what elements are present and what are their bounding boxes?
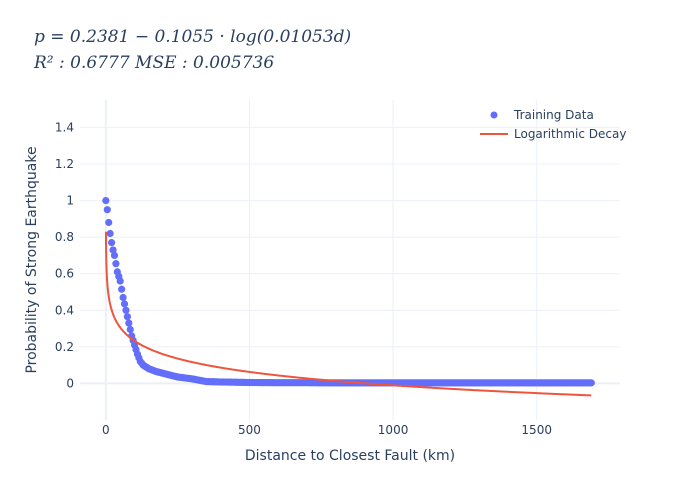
training-data-point xyxy=(119,293,127,302)
training-data-point xyxy=(126,325,134,334)
training-data-point xyxy=(122,306,130,314)
y-axis-title: Probability of Strong Earthquake xyxy=(24,146,40,373)
y-tick-label: 1.2 xyxy=(55,157,74,171)
y-tick-label: 0.4 xyxy=(55,303,74,317)
y-tick-label: 1 xyxy=(66,194,74,208)
x-axis-title: Distance to Closest Fault (km) xyxy=(245,448,455,464)
tick-labels: 0 0.2 0.4 0.6 0.8 1 1.2 1.4 0 500 1000 1500 xyxy=(55,120,552,437)
training-data-point xyxy=(125,319,133,327)
plot-area xyxy=(102,196,595,397)
training-data-point xyxy=(110,251,119,260)
training-data-point xyxy=(106,229,114,238)
y-tick-label: 1.4 xyxy=(55,120,74,134)
training-data-point xyxy=(109,246,117,254)
x-tick-label: 0 xyxy=(102,423,110,437)
x-tick-label: 1000 xyxy=(378,423,409,437)
training-data-point xyxy=(108,239,116,247)
legend-label-training: Training Data xyxy=(513,108,594,122)
legend-label-decay: Logarithmic Decay xyxy=(514,127,626,141)
title-line-equation: p = 0.2381 − 0.1055 · log(0.01053d) xyxy=(34,27,351,47)
y-tick-label: 0 xyxy=(66,376,74,390)
training-data-point xyxy=(102,196,110,205)
training-data-point xyxy=(587,379,595,387)
training-data-point xyxy=(105,218,113,227)
x-tick-label: 500 xyxy=(238,423,261,437)
y-tick-label: 0.2 xyxy=(55,340,74,354)
training-data-point xyxy=(103,206,111,214)
training-data-point xyxy=(120,300,129,308)
x-tick-label: 1500 xyxy=(521,423,552,437)
logarithmic-decay-line xyxy=(104,231,592,397)
legend[interactable]: Training Data Logarithmic Decay xyxy=(480,108,626,141)
training-data-point xyxy=(116,277,124,285)
chart-title: p = 0.2381 − 0.1055 · log(0.01053d) R² :… xyxy=(33,27,351,73)
training-data-point xyxy=(123,313,131,321)
legend-marker-training xyxy=(490,111,498,119)
y-tick-label: 0.8 xyxy=(55,230,74,244)
title-line-metrics: R² : 0.6777 MSE : 0.005736 xyxy=(33,53,274,73)
training-data-point xyxy=(112,260,120,268)
training-data-point xyxy=(118,285,126,293)
y-tick-label: 0.6 xyxy=(55,267,74,281)
